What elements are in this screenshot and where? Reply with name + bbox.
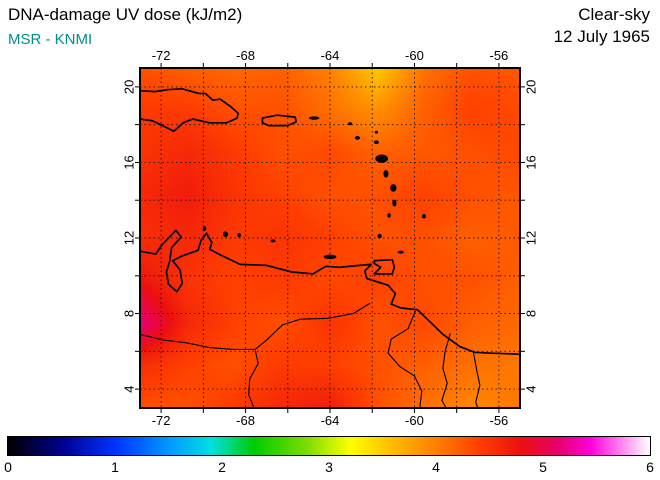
lat-label-left: 4 — [122, 385, 137, 392]
lat-label-right: 16 — [524, 155, 539, 169]
colorbar-tick-label: 2 — [218, 459, 226, 475]
lon-label-bottom: -72 — [152, 413, 171, 428]
uv-dose-heatmap — [140, 68, 520, 408]
colorbar-tick-label: 5 — [539, 459, 547, 475]
colorbar-tick-label: 3 — [325, 459, 333, 475]
lon-label-bottom: -60 — [405, 413, 424, 428]
lat-label-right: 20 — [524, 80, 539, 94]
lon-label-top: -68 — [236, 48, 255, 63]
lon-label-top: -72 — [152, 48, 171, 63]
colorbar-tick-label: 0 — [4, 459, 12, 475]
lat-label-right: 8 — [524, 310, 539, 317]
source-label: MSR - KNMI — [8, 31, 93, 48]
colorbar-tick-label: 6 — [646, 459, 654, 475]
lat-label-right: 12 — [524, 231, 539, 245]
lon-label-top: -60 — [405, 48, 424, 63]
lon-label-bottom: -64 — [321, 413, 340, 428]
colorbar — [7, 436, 651, 456]
lon-label-top: -64 — [321, 48, 340, 63]
lat-label-left: 16 — [122, 155, 137, 169]
date-label: 12 July 1965 — [553, 27, 650, 46]
sky-condition-label: Clear-sky — [578, 5, 650, 24]
lat-label-left: 8 — [122, 310, 137, 317]
lon-label-bottom: -68 — [236, 413, 255, 428]
lat-label-left: 12 — [122, 231, 137, 245]
lon-label-bottom: -56 — [489, 413, 508, 428]
colorbar-tick-label: 4 — [432, 459, 440, 475]
colorbar-tick-label: 1 — [111, 459, 119, 475]
lon-label-top: -56 — [489, 48, 508, 63]
lat-label-right: 4 — [524, 385, 539, 392]
lat-label-left: 20 — [122, 80, 137, 94]
page-title: DNA-damage UV dose (kJ/m2) — [8, 5, 243, 24]
